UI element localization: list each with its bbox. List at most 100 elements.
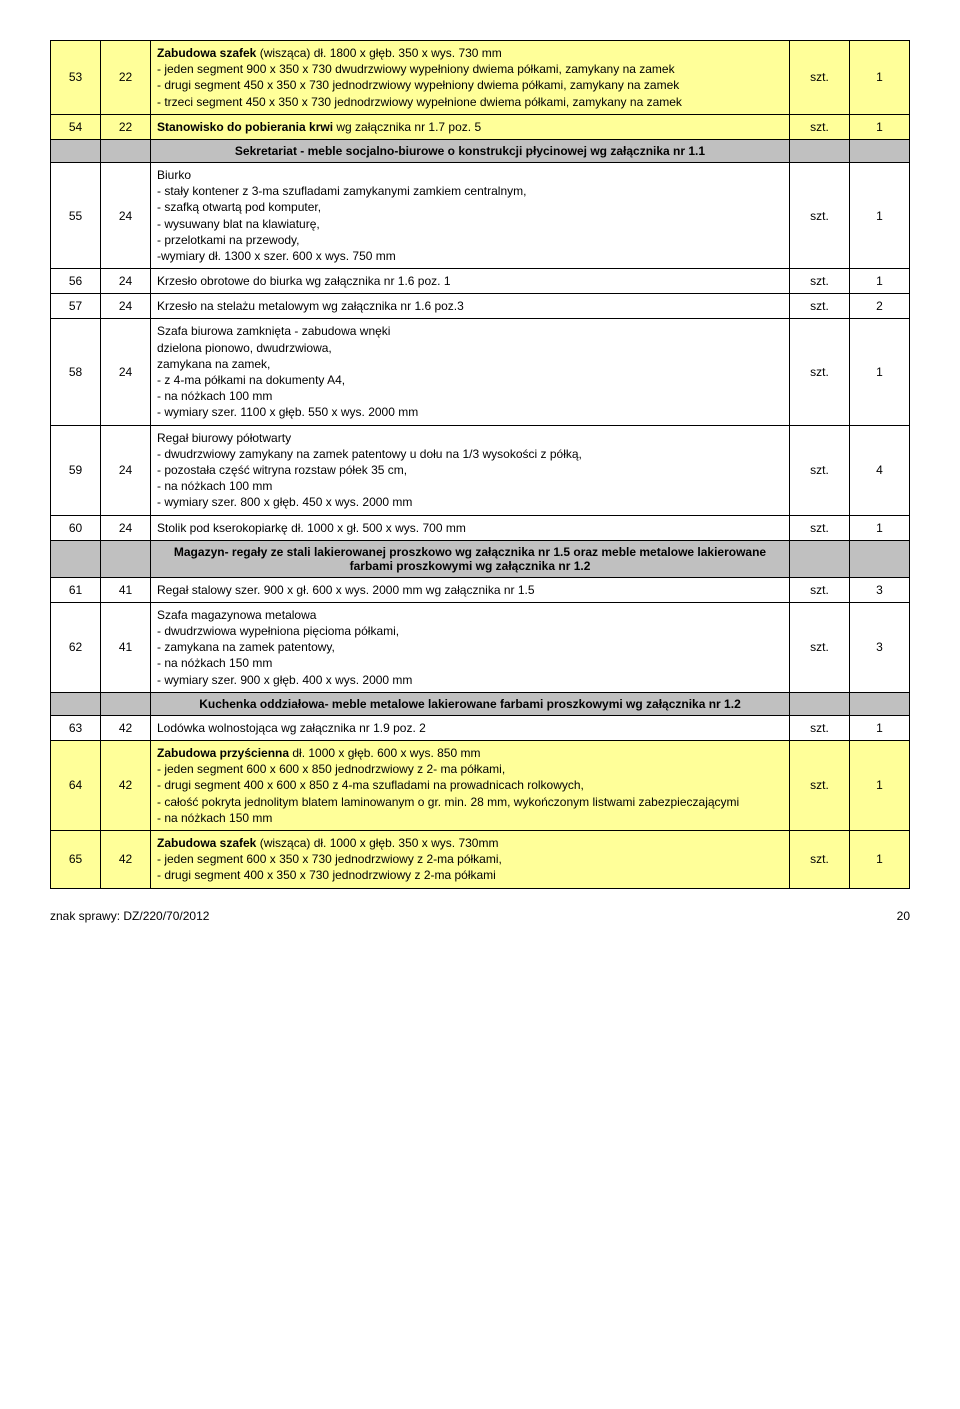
cell-qty: 4 (850, 425, 910, 515)
cell-num: 55 (51, 162, 101, 268)
cell-desc: Szafa magazynowa metalowa - dwudrzwiowa … (151, 602, 790, 692)
cell-unit: szt. (790, 741, 850, 831)
cell-qty: 1 (850, 319, 910, 425)
cell-code (101, 139, 151, 162)
table-row: 6442Zabudowa przyścienna dł. 1000 x głęb… (51, 741, 910, 831)
cell-desc: Szafa biurowa zamknięta - zabudowa wnęki… (151, 319, 790, 425)
table-row: 5624Krzesło obrotowe do biurka wg załącz… (51, 269, 910, 294)
cell-code: 42 (101, 741, 151, 831)
cell-num: 62 (51, 602, 101, 692)
cell-unit: szt. (790, 425, 850, 515)
table-row: 5724Krzesło na stelażu metalowym wg załą… (51, 294, 910, 319)
cell-num: 63 (51, 715, 101, 740)
cell-unit (790, 692, 850, 715)
table-row: 6342Lodówka wolnostojąca wg załącznika n… (51, 715, 910, 740)
cell-code: 22 (101, 41, 151, 115)
cell-section-header: Sekretariat - meble socjalno-biurowe o k… (151, 139, 790, 162)
cell-code: 24 (101, 319, 151, 425)
cell-num: 64 (51, 741, 101, 831)
cell-code: 24 (101, 425, 151, 515)
cell-desc: Regał biurowy półotwarty - dwudrzwiowy z… (151, 425, 790, 515)
page-number: 20 (897, 909, 910, 923)
cell-desc: Stolik pod kserokopiarkę dł. 1000 x gł. … (151, 515, 790, 540)
table-row: 6241Szafa magazynowa metalowa - dwudrzwi… (51, 602, 910, 692)
cell-unit (790, 139, 850, 162)
cell-qty (850, 139, 910, 162)
cell-num: 54 (51, 114, 101, 139)
desc-bold: Zabudowa szafek (157, 836, 256, 850)
cell-code: 41 (101, 577, 151, 602)
desc-bold: Zabudowa przyścienna (157, 746, 289, 760)
cell-unit: szt. (790, 114, 850, 139)
cell-num: 61 (51, 577, 101, 602)
cell-code (101, 540, 151, 577)
table-row: 6024Stolik pod kserokopiarkę dł. 1000 x … (51, 515, 910, 540)
cell-num (51, 692, 101, 715)
cell-qty: 1 (850, 741, 910, 831)
cell-qty: 2 (850, 294, 910, 319)
cell-num (51, 540, 101, 577)
cell-num: 53 (51, 41, 101, 115)
page-footer: znak sprawy: DZ/220/70/2012 20 (50, 909, 910, 923)
desc-rest: wg załącznika nr 1.7 poz. 5 (333, 120, 481, 134)
cell-code: 24 (101, 162, 151, 268)
cell-code: 24 (101, 515, 151, 540)
cell-unit (790, 540, 850, 577)
cell-num: 57 (51, 294, 101, 319)
cell-num: 56 (51, 269, 101, 294)
cell-qty: 1 (850, 715, 910, 740)
cell-desc: Krzesło obrotowe do biurka wg załącznika… (151, 269, 790, 294)
footer-reference: znak sprawy: DZ/220/70/2012 (50, 909, 209, 923)
cell-code: 42 (101, 830, 151, 888)
cell-qty: 1 (850, 830, 910, 888)
table-row: Kuchenka oddziałowa- meble metalowe laki… (51, 692, 910, 715)
table-row: Magazyn- regały ze stali lakierowanej pr… (51, 540, 910, 577)
cell-qty: 1 (850, 114, 910, 139)
table-row: 5524Biurko - stały kontener z 3-ma szufl… (51, 162, 910, 268)
cell-unit: szt. (790, 41, 850, 115)
cell-desc: Krzesło na stelażu metalowym wg załączni… (151, 294, 790, 319)
cell-unit: szt. (790, 577, 850, 602)
cell-desc: Biurko - stały kontener z 3-ma szufladam… (151, 162, 790, 268)
cell-unit: szt. (790, 319, 850, 425)
cell-code: 22 (101, 114, 151, 139)
cell-qty: 1 (850, 41, 910, 115)
cell-code: 41 (101, 602, 151, 692)
cell-desc: Zabudowa przyścienna dł. 1000 x głęb. 60… (151, 741, 790, 831)
specification-table: 5322Zabudowa szafek (wisząca) dł. 1800 x… (50, 40, 910, 889)
cell-desc: Stanowisko do pobierania krwi wg załączn… (151, 114, 790, 139)
cell-section-header: Magazyn- regały ze stali lakierowanej pr… (151, 540, 790, 577)
table-row: 5422Stanowisko do pobierania krwi wg zał… (51, 114, 910, 139)
cell-num (51, 139, 101, 162)
cell-qty (850, 692, 910, 715)
cell-desc: Zabudowa szafek (wisząca) dł. 1000 x głę… (151, 830, 790, 888)
cell-qty: 3 (850, 602, 910, 692)
cell-unit: szt. (790, 602, 850, 692)
desc-bold: Zabudowa szafek (157, 46, 256, 60)
cell-unit: szt. (790, 830, 850, 888)
cell-unit: szt. (790, 715, 850, 740)
cell-qty: 3 (850, 577, 910, 602)
cell-unit: szt. (790, 162, 850, 268)
cell-code: 24 (101, 294, 151, 319)
cell-desc: Zabudowa szafek (wisząca) dł. 1800 x głę… (151, 41, 790, 115)
cell-qty (850, 540, 910, 577)
table-row: Sekretariat - meble socjalno-biurowe o k… (51, 139, 910, 162)
table-row: 5322Zabudowa szafek (wisząca) dł. 1800 x… (51, 41, 910, 115)
table-row: 6542Zabudowa szafek (wisząca) dł. 1000 x… (51, 830, 910, 888)
cell-num: 65 (51, 830, 101, 888)
cell-section-header: Kuchenka oddziałowa- meble metalowe laki… (151, 692, 790, 715)
table-row: 5924Regał biurowy półotwarty - dwudrzwio… (51, 425, 910, 515)
cell-qty: 1 (850, 269, 910, 294)
cell-qty: 1 (850, 162, 910, 268)
desc-bold: Stanowisko do pobierania krwi (157, 120, 333, 134)
cell-num: 60 (51, 515, 101, 540)
cell-code: 42 (101, 715, 151, 740)
cell-desc: Regał stalowy szer. 900 x gł. 600 x wys.… (151, 577, 790, 602)
cell-unit: szt. (790, 294, 850, 319)
cell-code (101, 692, 151, 715)
table-row: 5824Szafa biurowa zamknięta - zabudowa w… (51, 319, 910, 425)
cell-num: 58 (51, 319, 101, 425)
table-row: 6141Regał stalowy szer. 900 x gł. 600 x … (51, 577, 910, 602)
cell-num: 59 (51, 425, 101, 515)
